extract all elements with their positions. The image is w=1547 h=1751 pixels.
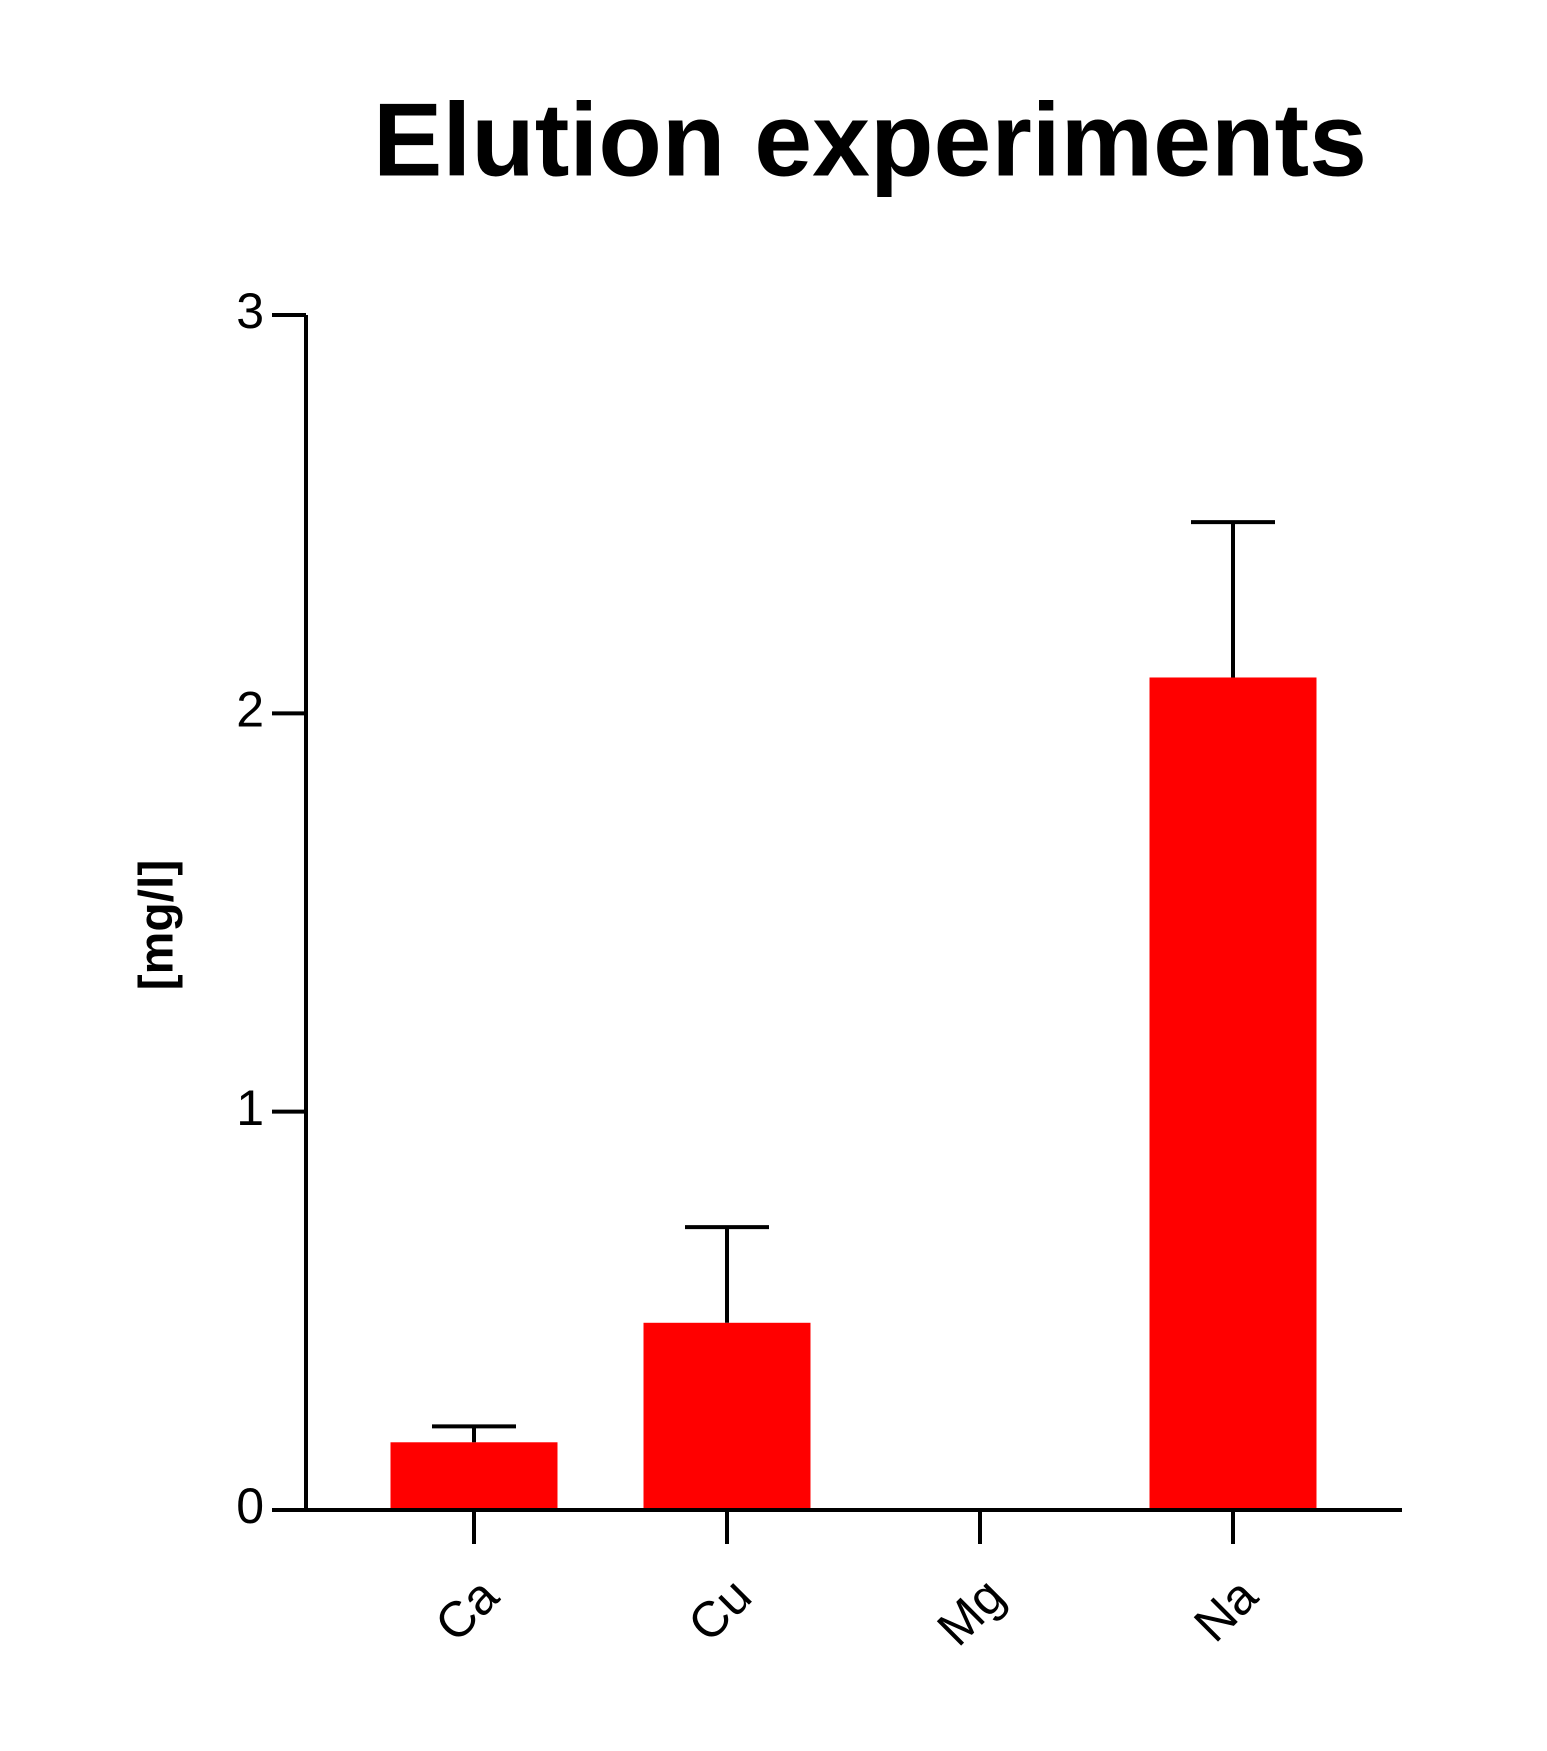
y-tick-label: 3 [236, 283, 264, 339]
bar [1149, 677, 1317, 1510]
x-tick-label: Cu [677, 1568, 762, 1653]
bar [390, 1442, 558, 1510]
y-tick-label: 2 [236, 682, 264, 738]
y-tick-label: 0 [236, 1478, 264, 1534]
y-tick-label: 1 [236, 1080, 264, 1136]
y-axis-label: [mg/l] [131, 860, 184, 991]
chart-title: Elution experiments [373, 82, 1367, 198]
x-tick-label: Mg [926, 1568, 1015, 1657]
x-tick-label: Na [1183, 1567, 1268, 1652]
x-tick-label: Ca [424, 1567, 509, 1652]
bar [643, 1322, 811, 1510]
